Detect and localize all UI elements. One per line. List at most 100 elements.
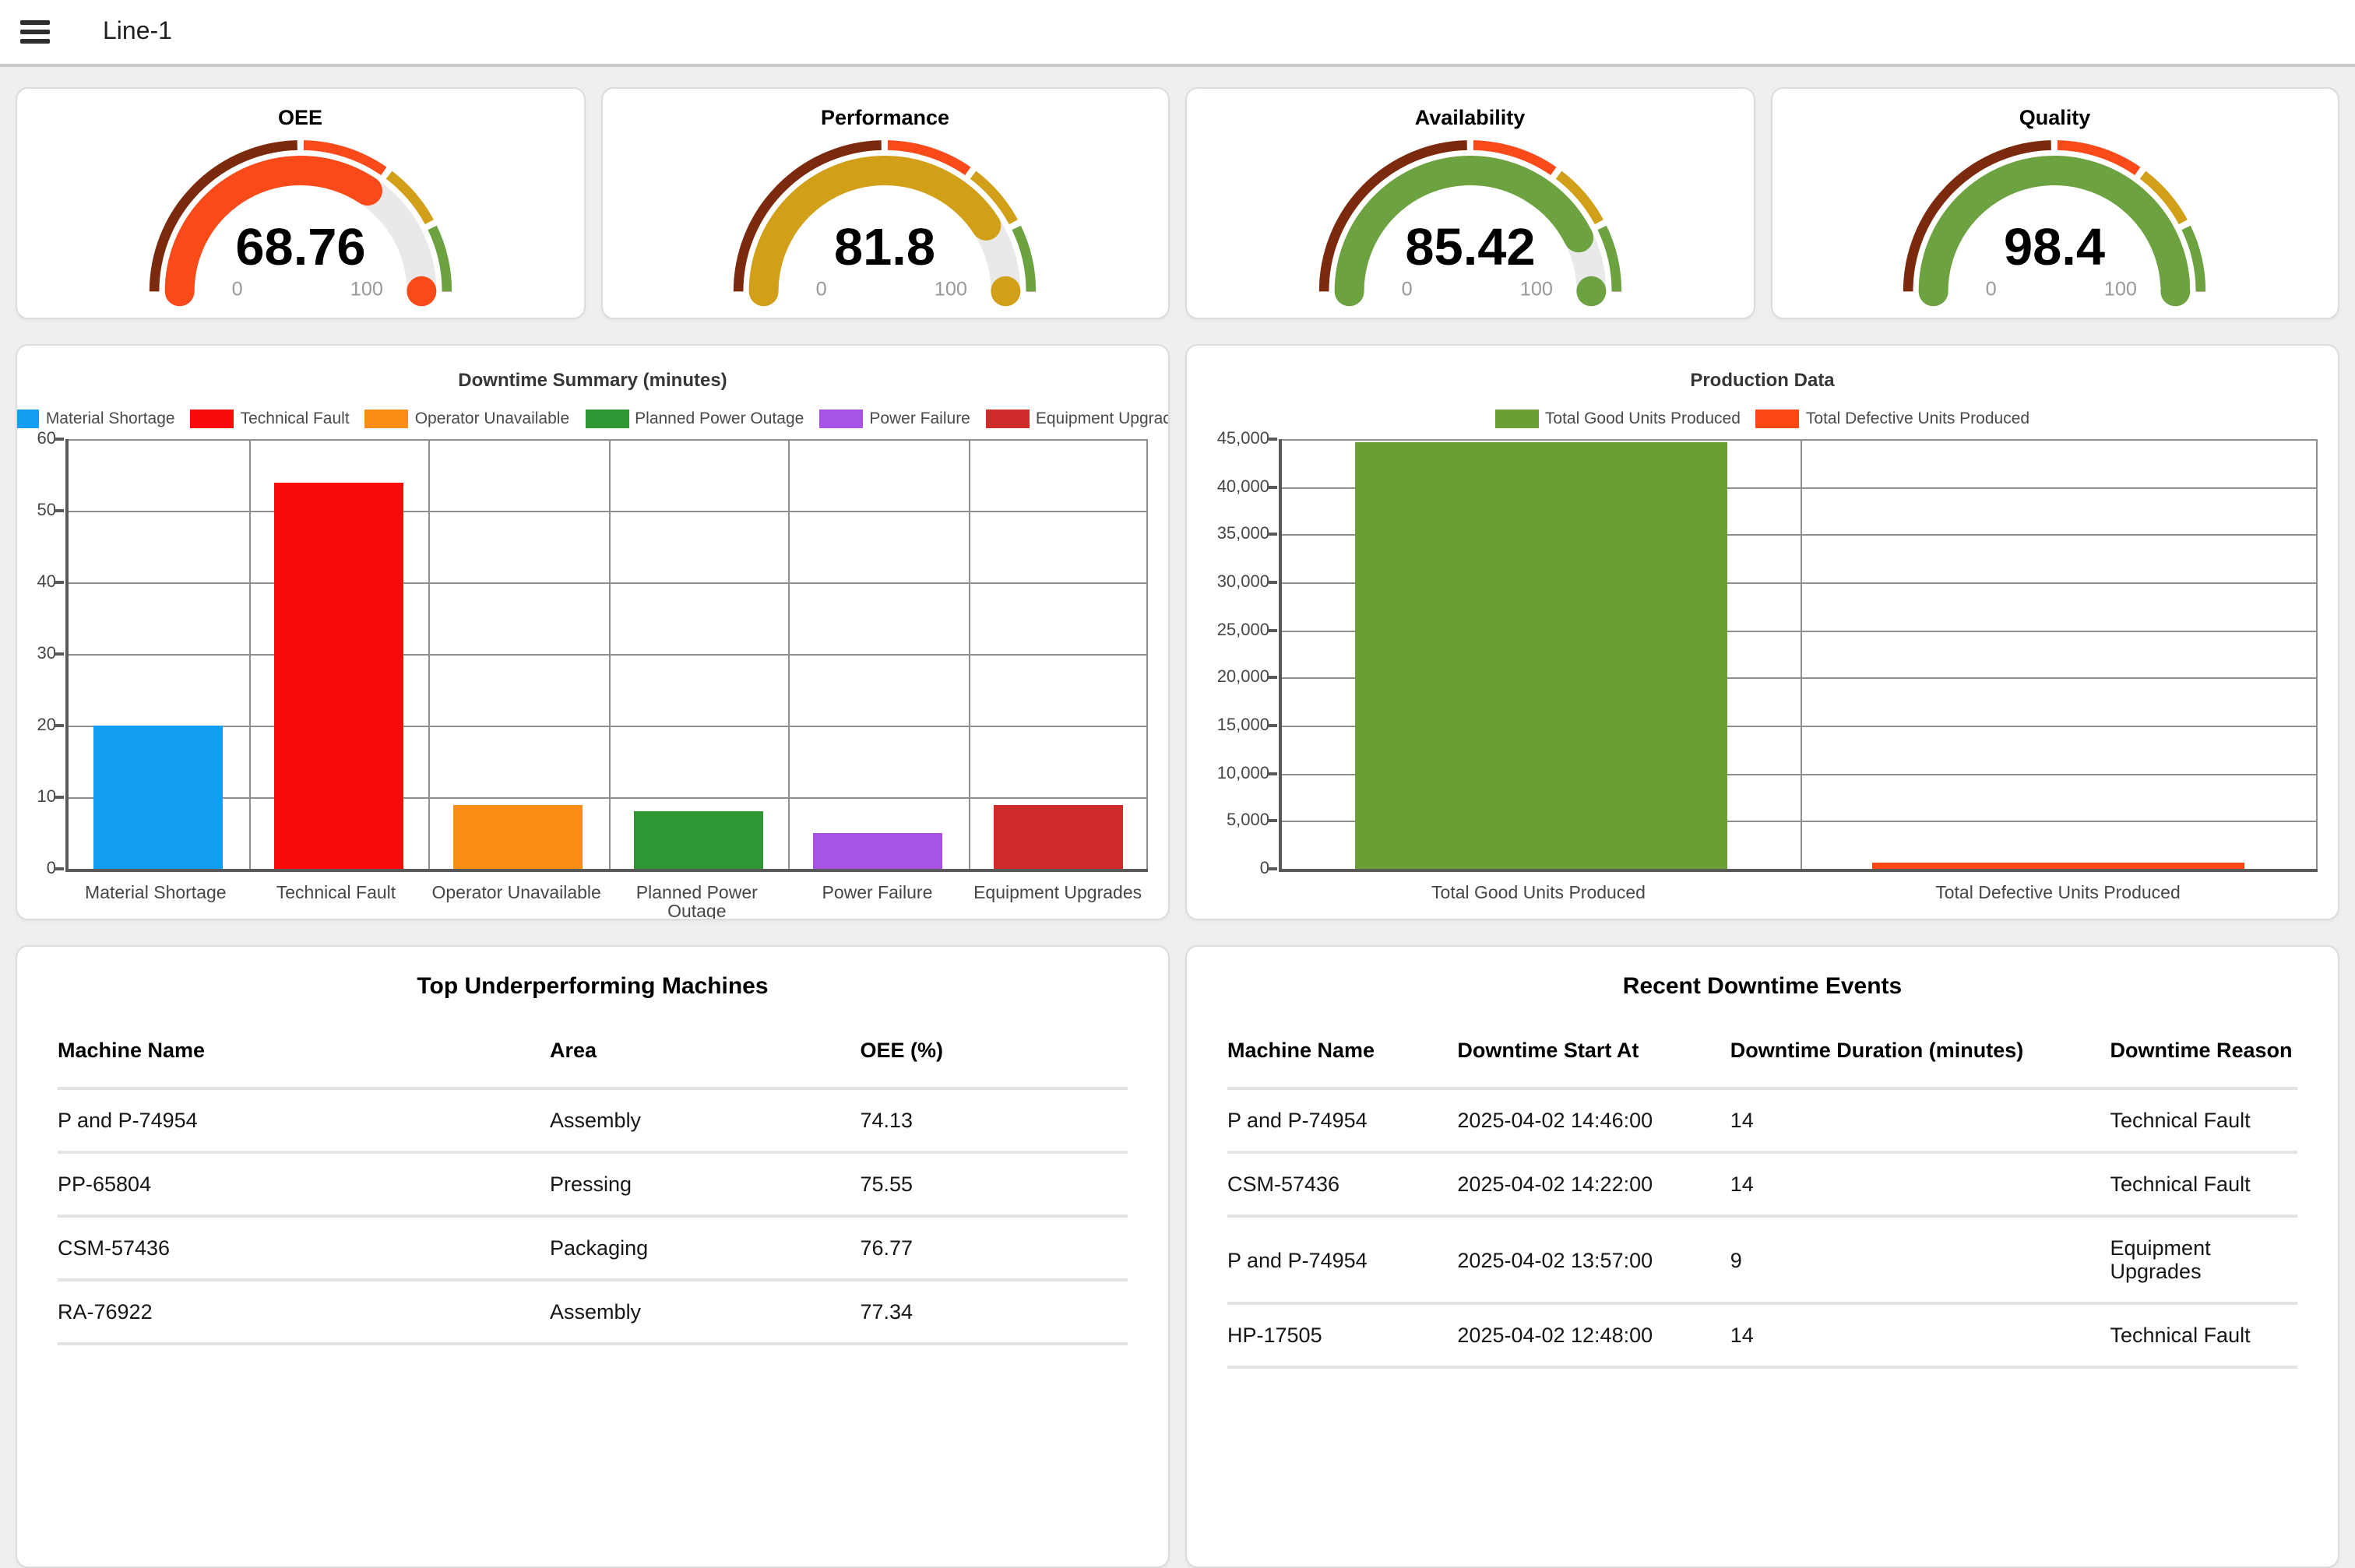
- y-axis-tick: [1268, 485, 1277, 489]
- table-cell: Technical Fault: [2110, 1152, 2297, 1218]
- table-cell: 2025-04-02 13:57:00: [1457, 1216, 1730, 1305]
- y-axis-tick: [1268, 724, 1277, 727]
- table-cell: 2025-04-02 12:48:00: [1457, 1303, 1730, 1369]
- y-axis-label: 60: [37, 430, 57, 448]
- y-axis-label: 50: [37, 501, 57, 520]
- y-axis-tick: [1268, 867, 1277, 870]
- x-axis-label: Total Defective Units Produced: [1935, 884, 2181, 903]
- gauge-availability: 85.42 0 100: [1318, 140, 1621, 307]
- table-cell: CSM-57436: [58, 1216, 551, 1281]
- legend-label: Material Shortage: [45, 410, 175, 428]
- legend-swatch-icon: [585, 410, 629, 428]
- production-data-chart-card: Production Data Total Good Units Produce…: [1185, 344, 2339, 920]
- y-axis-tick: [55, 867, 64, 870]
- y-axis-tick: [55, 724, 64, 727]
- page-title: Line-1: [103, 18, 172, 44]
- table-header-row: Machine Name Downtime Start At Downtime Du…: [1227, 1014, 2297, 1090]
- gridline-vertical: [2316, 439, 2318, 869]
- y-axis-label: 30,000: [1216, 573, 1269, 592]
- recent-downtime-events-table: Machine Name Downtime Start At Downtime Du…: [1227, 1014, 2297, 1369]
- legend-label: Equipment Upgrades: [1035, 410, 1168, 428]
- y-axis-label: 10,000: [1216, 764, 1269, 783]
- column-header: Area: [550, 1014, 861, 1090]
- y-axis-label: 40: [37, 573, 57, 592]
- chart-title: Production Data: [1690, 369, 1835, 391]
- chart-bar: [1872, 862, 2245, 869]
- x-axis-label: Material Shortage: [85, 884, 227, 903]
- x-axis-label: Operator Unavailable: [431, 884, 601, 903]
- x-axis-label: Equipment Upgrades: [973, 884, 1142, 903]
- table-cell: HP-17505: [1227, 1303, 1458, 1369]
- legend-swatch-icon: [819, 410, 864, 428]
- y-axis-label: 35,000: [1216, 525, 1269, 544]
- table-cell: Assembly: [550, 1088, 861, 1154]
- chart-bar: [813, 833, 943, 869]
- gauge-title: OEE: [277, 106, 322, 129]
- table-cell: 74.13: [860, 1088, 1128, 1154]
- table-cell: 75.55: [860, 1152, 1128, 1218]
- gauge-card-quality: Quality 98.4 0 100: [1770, 87, 2339, 319]
- x-axis-label: Total Good Units Produced: [1431, 884, 1646, 903]
- y-axis-tick: [1268, 581, 1277, 584]
- charts-row: Downtime Summary (minutes) Material Shor…: [16, 344, 2339, 920]
- chart-bar: [993, 804, 1123, 869]
- gauge-min-label: 0: [1986, 279, 1997, 301]
- gridline-vertical: [968, 439, 970, 869]
- table-cell: Pressing: [550, 1152, 861, 1218]
- gauge-min-label: 0: [816, 279, 827, 301]
- tables-row: Top Underperforming Machines Machine Nam…: [16, 945, 2339, 1568]
- gauge-title: Performance: [820, 106, 950, 129]
- table-cell: Packaging: [550, 1216, 861, 1281]
- gridline-vertical: [1800, 439, 1801, 869]
- gridline-vertical: [608, 439, 610, 869]
- table-cell: Technical Fault: [2110, 1088, 2297, 1154]
- table-header-row: Machine Name Area OEE (%): [58, 1014, 1128, 1090]
- gauge-band-0: [149, 140, 452, 292]
- gauge-title: Quality: [2019, 106, 2091, 129]
- legend-item: Total Good Units Produced: [1494, 410, 1741, 428]
- legend-swatch-icon: [190, 410, 234, 428]
- table-cell: 76.77: [860, 1216, 1128, 1281]
- legend-item: Equipment Upgrades: [985, 410, 1168, 428]
- x-axis-label: Planned Power Outage: [635, 884, 758, 920]
- production-chart-plot-area: 0 5,000 10,000 15,000 20,000 25,000 30,000 35,0…: [1217, 430, 2318, 878]
- y-axis-label: 5,000: [1226, 811, 1269, 831]
- table-cell: Assembly: [550, 1280, 861, 1345]
- gauge-value-arc: [1919, 156, 2191, 307]
- legend-swatch-icon: [364, 410, 409, 428]
- y-axis-tick: [1268, 628, 1277, 632]
- legend-label: Operator Unavailable: [414, 410, 570, 428]
- gauge-value: 81.8: [834, 219, 935, 276]
- x-axis-labels: Material Shortage Technical Fault Operator…: [65, 884, 1148, 920]
- table-cell: PP-65804: [58, 1152, 551, 1218]
- x-axis-label: Power Failure: [822, 884, 933, 903]
- table-row: P and P-74954 Assembly 74.13: [58, 1088, 1128, 1154]
- downtime-chart-plot-area: 0 10 20 30 40 50 60: [37, 430, 1148, 878]
- downtime-summary-chart-card: Downtime Summary (minutes) Material Shor…: [16, 344, 1170, 920]
- hamburger-menu-icon[interactable]: [20, 12, 61, 52]
- chart-bar: [273, 482, 403, 869]
- legend-swatch-icon: [17, 410, 40, 428]
- y-axis-tick: [1268, 676, 1277, 680]
- column-header: Machine Name: [58, 1014, 551, 1090]
- gauge-value-arc: [749, 156, 1021, 307]
- column-header: OEE (%): [860, 1014, 1128, 1090]
- legend-swatch-icon: [1494, 410, 1539, 428]
- y-axis-tick: [55, 438, 64, 441]
- y-axis-tick: [1268, 772, 1277, 775]
- x-axis-labels: Total Good Units Produced Total Defective…: [1279, 884, 2318, 903]
- table-cell: 14: [1730, 1303, 2110, 1369]
- y-axis-label: 0: [46, 860, 56, 878]
- y-axis-label: 20,000: [1216, 668, 1269, 687]
- gauge-band-0: [1903, 140, 2206, 292]
- table-cell: P and P-74954: [58, 1088, 551, 1154]
- legend-label: Total Good Units Produced: [1544, 410, 1741, 428]
- column-header: Downtime Reason: [2110, 1014, 2297, 1090]
- legend-label: Technical Fault: [240, 410, 350, 428]
- legend-swatch-icon: [985, 410, 1030, 428]
- table-cell: 2025-04-02 14:22:00: [1457, 1152, 1730, 1218]
- gauge-performance: 81.8 0 100: [734, 140, 1037, 307]
- gridline-vertical: [1146, 439, 1148, 869]
- gauge-value-arc: [1334, 156, 1606, 307]
